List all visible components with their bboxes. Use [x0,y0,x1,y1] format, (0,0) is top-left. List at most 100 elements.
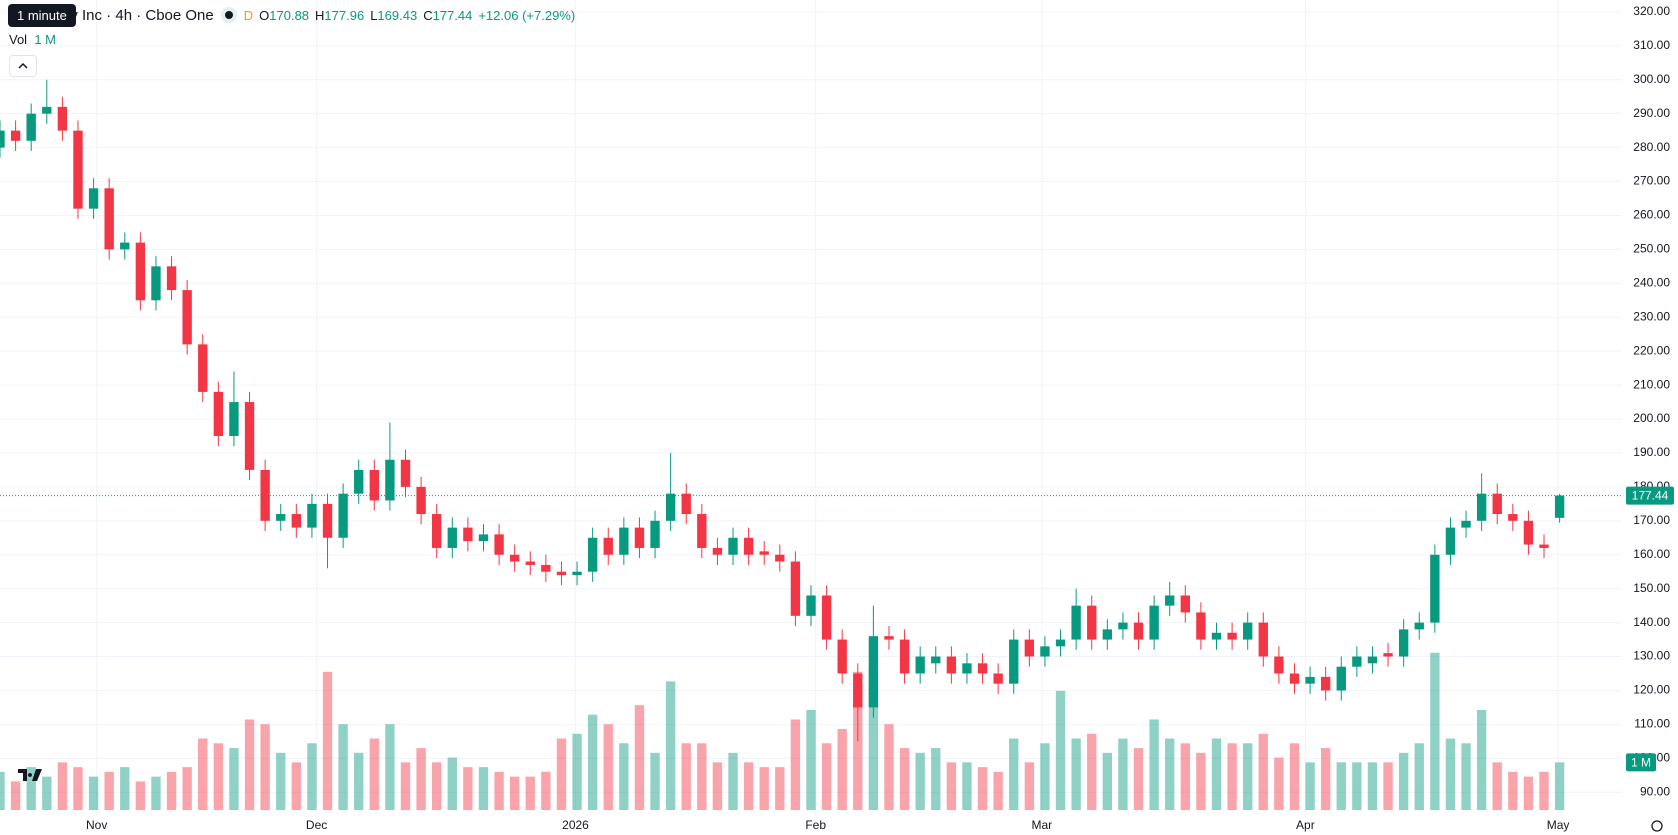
x-tick-label: Dec [306,818,327,832]
candle-body [993,673,1003,684]
candle-body [182,290,192,345]
volume-bar [1289,743,1300,810]
candle-body [1243,622,1253,640]
candle-body [946,656,957,674]
candle-body [1055,639,1066,647]
candle-body [1118,622,1128,630]
candle-body [728,537,738,555]
y-tick-label: 160.00 [1633,547,1670,561]
volume-bar [525,776,535,810]
volume-bar [57,762,68,810]
volume-bar [73,767,83,810]
candle-body [1087,605,1097,640]
volume-bar [962,762,972,810]
y-tick-label: 240.00 [1633,275,1670,289]
candle-body [385,459,395,501]
candle-body [276,514,286,521]
candle-body [1196,612,1206,640]
candle-body [1305,676,1315,684]
candle-body [494,534,504,555]
symbol-title[interactable]: gy Inc · 4h · Cboe One [62,6,214,24]
volume-bar [837,729,847,810]
candle-body [369,469,379,501]
volume-bar [977,767,988,810]
y-tick-label: 320.00 [1633,4,1670,18]
volume-bar [1523,776,1534,810]
volume-bar [1492,762,1502,810]
candle-body [42,106,52,114]
volume-bar [697,743,707,810]
candle-body [619,527,629,555]
volume-bar [369,738,379,810]
volume-bar [166,771,177,810]
volume-bar [1149,719,1159,810]
volume-bar [1476,709,1487,810]
candle-body [10,130,21,141]
candle-body [400,459,411,487]
candle-body [1227,632,1237,640]
candle-body [1336,666,1346,691]
volume-bar [899,748,910,810]
candle-body [88,188,99,209]
volume-bar [1133,748,1144,810]
volume-bar [1539,771,1549,810]
candle-body [1258,622,1268,657]
candle-body [478,534,489,542]
candle-body [1071,605,1081,640]
candle-body [775,554,785,562]
candle-body [681,493,691,515]
volume-bar [322,671,333,810]
candle-body [587,537,598,572]
volume-bar [821,743,832,810]
volume-legend: Vol 1 M [9,32,56,47]
collapse-button[interactable] [9,55,37,77]
volume-bar [291,762,302,810]
x-tick-label: Nov [86,818,107,832]
settings-icon[interactable] [1651,820,1663,832]
volume-bar [1180,743,1190,810]
volume-bar [775,767,785,810]
volume-bar [759,767,769,810]
volume-bar [1243,743,1253,810]
ohlc-key: L [370,7,378,23]
y-tick-label: 280.00 [1633,140,1670,154]
volume-bar [198,738,208,810]
volume-bar [244,719,255,810]
volume-bar [1445,738,1456,810]
candle-body [198,344,208,392]
y-tick-label: 220.00 [1633,343,1670,357]
volume-bar [1383,762,1393,810]
volume-bar [572,733,582,810]
volume-bar [1009,738,1019,810]
candle-body [1414,622,1424,630]
candle-body [229,402,239,436]
candle-body [1133,622,1144,640]
volume-bar [790,719,801,810]
candle-body [743,537,754,555]
volume-bar [1227,743,1237,810]
candle-body [1211,632,1222,640]
candle-body [1009,639,1019,684]
volume-bar [884,724,894,810]
grid [0,0,1622,816]
y-tick-label: 310.00 [1633,38,1670,52]
candle-body [884,636,894,640]
candle-body [821,595,832,640]
volume-label: Vol [9,32,28,47]
candle-body [291,514,302,528]
candle-body [1320,676,1331,691]
candle-body [1554,495,1565,518]
volume-bar [915,752,925,810]
ohlc-key: O [259,7,270,23]
volume-bar [509,776,520,810]
x-tick-label: Mar [1031,818,1052,832]
volume-bar [931,748,941,810]
volume-bar [603,724,613,810]
y-tick-label: 90.00 [1640,784,1670,798]
candle-body [1102,629,1113,640]
y-tick-label: 190.00 [1633,445,1670,459]
legend-header: gy Inc · 4h · Cboe One D O170.88 H177.96… [62,6,575,24]
volume-bar [276,752,286,810]
candle-body [790,561,801,616]
volume-bar [1087,733,1097,810]
